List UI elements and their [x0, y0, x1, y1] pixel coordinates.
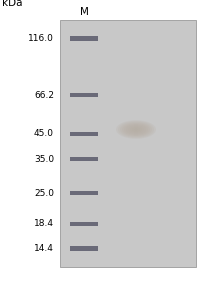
Ellipse shape [122, 123, 150, 136]
Ellipse shape [118, 121, 154, 138]
Bar [70, 132, 98, 136]
Bar [70, 37, 98, 41]
Bar [60, 20, 196, 267]
Bar [70, 93, 98, 97]
Bar [70, 191, 98, 195]
Text: 25.0: 25.0 [34, 189, 54, 198]
Text: M: M [80, 7, 88, 17]
Ellipse shape [124, 124, 148, 135]
Text: 14.4: 14.4 [34, 244, 54, 253]
Text: kDa: kDa [2, 0, 22, 8]
Ellipse shape [126, 125, 146, 134]
Text: 35.0: 35.0 [34, 155, 54, 164]
Ellipse shape [120, 122, 152, 137]
Text: 18.4: 18.4 [34, 219, 54, 228]
Text: 66.2: 66.2 [34, 90, 54, 99]
Bar [70, 157, 98, 161]
Bar [70, 246, 98, 251]
Ellipse shape [116, 120, 156, 139]
Bar [70, 222, 98, 226]
Text: 116.0: 116.0 [28, 34, 54, 43]
Text: 45.0: 45.0 [34, 130, 54, 139]
Ellipse shape [128, 126, 144, 133]
